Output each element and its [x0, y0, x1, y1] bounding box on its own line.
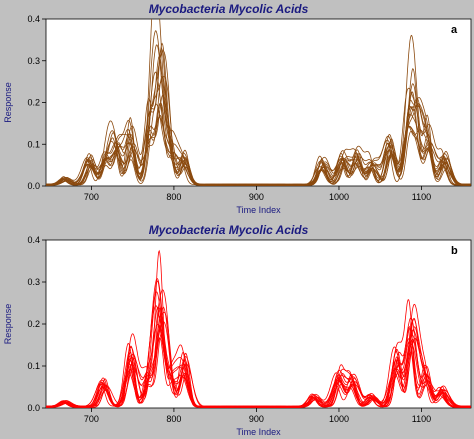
chart-panel-a: Mycobacteria Mycolic Acids a 700 800 900 1000…	[0, 0, 474, 217]
series-line-16	[46, 305, 471, 408]
y-tick-label: 0.2	[27, 319, 40, 329]
y-tick-label: 0.4	[27, 235, 40, 245]
y-tick-label: 0.2	[27, 98, 40, 108]
y-tick-label: 0.3	[27, 277, 40, 287]
y-axis-label: Response	[3, 82, 13, 123]
y-tick-label: 0.1	[27, 139, 40, 149]
x-tick-label: 1000	[329, 414, 349, 424]
chart-title: Mycobacteria Mycolic Acids	[149, 223, 309, 237]
y-tick-label: 0.1	[27, 361, 40, 371]
x-tick-label: 1000	[329, 192, 349, 202]
x-tick-label: 800	[166, 414, 181, 424]
x-tick-label: 1100	[412, 192, 431, 202]
y-tick-label: 0.4	[27, 14, 40, 24]
y-tick-label: 0.0	[27, 403, 40, 413]
series-group	[46, 249, 471, 408]
x-tick-label: 800	[166, 192, 181, 202]
plot-area	[45, 18, 472, 187]
plot-area	[45, 239, 472, 409]
panel-label: a	[451, 24, 458, 36]
x-tick-label: 900	[249, 414, 264, 424]
x-tick-label: 1100	[412, 414, 431, 424]
series-line-16	[46, 75, 471, 186]
x-axis-label: Time Index	[236, 427, 281, 437]
panel-label: b	[451, 245, 458, 257]
x-tick-label: 700	[84, 192, 99, 202]
y-axis-label: Response	[3, 304, 13, 345]
y-tick-label: 0.3	[27, 56, 40, 66]
chart-title: Mycobacteria Mycolic Acids	[149, 2, 309, 16]
series-line-15	[46, 94, 471, 186]
chart-panel-b: Mycobacteria Mycolic Acids b 700 800 900 1000…	[0, 221, 474, 439]
x-tick-label: 900	[249, 192, 264, 202]
x-tick-label: 700	[84, 414, 99, 424]
series-group	[46, 19, 471, 186]
x-axis-label: Time Index	[236, 205, 281, 215]
y-tick-label: 0.0	[27, 181, 40, 191]
